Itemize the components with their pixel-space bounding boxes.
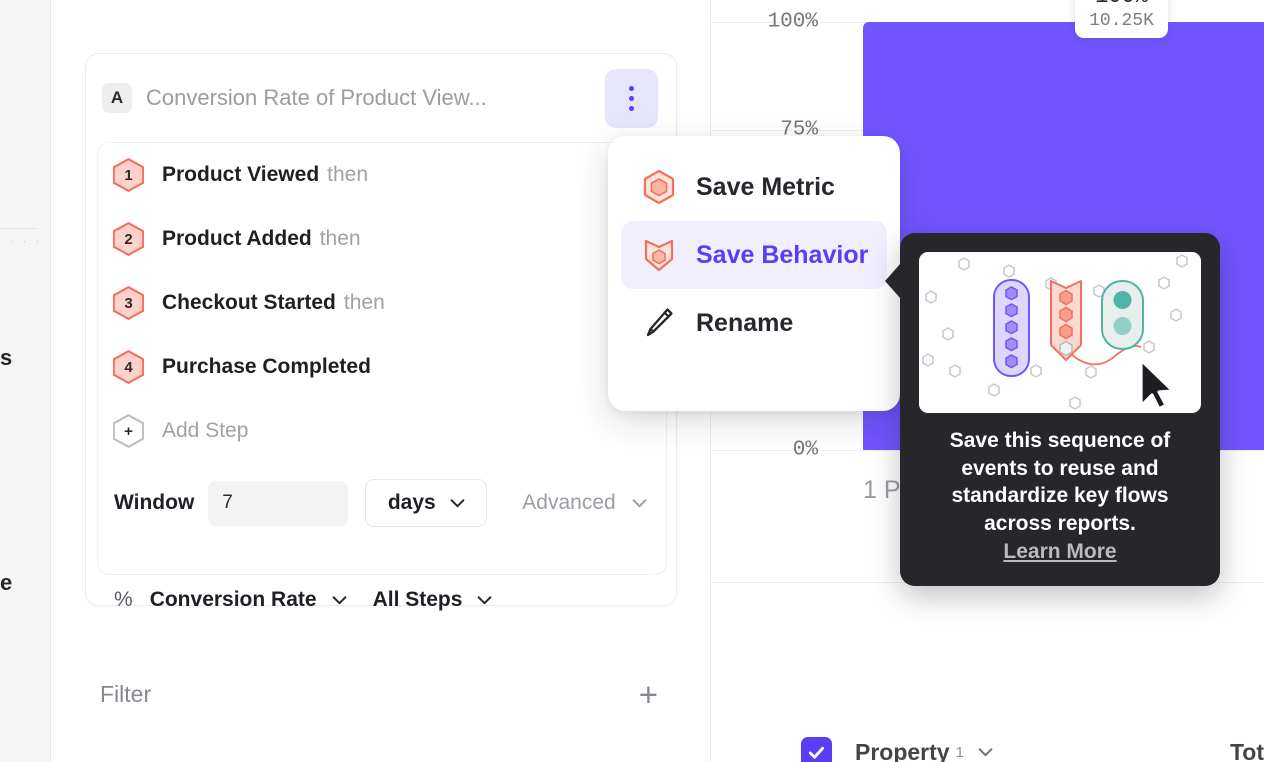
chart-data-tooltip: 100% 10.25K <box>1075 0 1168 38</box>
tooltip-arrow <box>885 263 901 299</box>
step-number: 3 <box>124 294 133 312</box>
steps-scope-select[interactable]: All Steps <box>373 588 493 612</box>
menu-item-rename[interactable]: Rename <box>621 289 887 357</box>
legend-right-label: Tot <box>1229 739 1264 762</box>
window-row: Window days Advanced <box>98 479 666 527</box>
step-label: Checkout Started <box>162 291 336 314</box>
metric-card-footer: % Conversion Rate All Steps <box>86 588 676 612</box>
left-sidebar-rail: · · · s e <box>0 0 51 762</box>
hexagon-metric-icon <box>643 169 675 205</box>
step-number-hexagon-icon: 2 <box>113 222 144 256</box>
rail-text-fragment-bottom: e <box>0 570 13 595</box>
metric-card-header: A Conversion Rate of Product View... <box>86 54 676 142</box>
menu-item-save-metric[interactable]: Save Metric <box>621 153 887 221</box>
y-axis-tick-label: 75% <box>780 118 818 142</box>
step-label-group: Purchase Completed <box>162 355 379 379</box>
step-number-hexagon-icon: 4 <box>113 350 144 384</box>
step-row[interactable]: 2 Product Added then <box>98 207 666 271</box>
menu-item-label: Save Metric <box>696 172 835 201</box>
rail-dots: · · · <box>10 236 43 248</box>
step-row[interactable]: 3 Checkout Started then <box>98 271 666 335</box>
metric-title[interactable]: Conversion Rate of Product View... <box>146 85 487 110</box>
percent-icon: % <box>114 588 133 611</box>
menu-item-save-behavior[interactable]: Save Behavior <box>621 221 887 289</box>
add-step-label: Add Step <box>162 419 249 442</box>
tooltip-count-value: 10.25K <box>1089 10 1154 31</box>
tooltip-body-text: Save this sequence of events to reuse an… <box>949 429 1171 536</box>
chevron-down-icon <box>632 498 647 507</box>
add-step-button[interactable]: + Add Step <box>98 399 666 463</box>
plus-icon[interactable]: + <box>638 676 658 713</box>
step-label-group: Product Viewed then <box>162 163 368 187</box>
step-number: 1 <box>124 166 133 184</box>
step-row[interactable]: 4 Purchase Completed <box>98 335 666 399</box>
chevron-down-icon <box>478 595 492 604</box>
step-number: 4 <box>124 358 133 376</box>
filter-row: Filter + <box>100 678 660 711</box>
rail-divider <box>0 228 37 229</box>
checkmark-icon[interactable] <box>801 737 832 762</box>
window-value-input[interactable] <box>208 480 349 526</box>
step-number-hexagon-icon: 3 <box>113 286 144 320</box>
step-label: Purchase Completed <box>162 355 371 378</box>
learn-more-link[interactable]: Learn More <box>1003 539 1117 563</box>
behavior-sequence-illustration <box>919 252 1201 413</box>
rail-text-fragment-top: s <box>0 345 13 370</box>
step-connector: then <box>319 227 361 250</box>
step-label: Product Added <box>162 227 312 250</box>
step-connector: then <box>327 163 369 186</box>
tooltip-percent-value: 100% <box>1095 0 1148 9</box>
info-tooltip: Save this sequence of events to reuse an… <box>885 233 1220 586</box>
legend-row: Property 1 Tot <box>801 737 1264 762</box>
step-number: 2 <box>124 230 133 248</box>
step-row[interactable]: 1 Product Viewed then <box>98 143 666 207</box>
metric-letter-badge: A <box>102 83 132 113</box>
legend-label: Property <box>855 739 950 762</box>
step-connector: then <box>343 291 385 314</box>
pencil-icon <box>646 308 673 337</box>
y-axis-tick-label: 100% <box>767 10 818 34</box>
legend-superscript: 1 <box>955 744 964 761</box>
kebab-menu-icon[interactable] <box>605 68 658 128</box>
chevron-down-icon[interactable] <box>978 748 993 757</box>
window-unit-select[interactable]: days <box>365 479 488 527</box>
context-menu: Save Metric Save Behavior Rename <box>608 136 900 411</box>
advanced-label: Advanced <box>522 491 616 514</box>
chevron-down-icon <box>332 595 346 604</box>
metric-type-label: Conversion Rate <box>149 588 317 611</box>
step-label-group: Product Added then <box>162 227 361 251</box>
metric-card: A Conversion Rate of Product View... 1 <box>85 53 677 611</box>
chevron-down-icon <box>450 498 465 507</box>
window-unit-label: days <box>387 491 436 514</box>
behavior-banner-icon <box>644 239 674 272</box>
kebab-dot <box>629 95 634 101</box>
menu-item-label: Save Behavior <box>696 240 869 269</box>
kebab-dot <box>629 105 634 111</box>
step-number-hexagon-icon: 1 <box>113 158 144 192</box>
y-axis-tick-label: 0% <box>792 438 818 462</box>
step-label-group: Checkout Started then <box>162 291 385 315</box>
plus-hexagon-icon: + <box>113 414 144 448</box>
filter-label: Filter <box>100 681 152 707</box>
kebab-dot <box>629 85 634 91</box>
window-label: Window <box>114 491 195 514</box>
x-axis-label: 1 P <box>863 476 901 504</box>
metric-builder-column: A Conversion Rate of Product View... 1 <box>51 0 711 762</box>
metric-type-select[interactable]: Conversion Rate <box>150 588 347 612</box>
advanced-select[interactable]: Advanced <box>522 491 647 515</box>
steps-panel: 1 Product Viewed then 2 Product Added then <box>97 142 667 575</box>
menu-item-label: Rename <box>696 308 794 337</box>
steps-scope-label: All Steps <box>372 588 463 611</box>
step-label: Product Viewed <box>162 163 320 186</box>
